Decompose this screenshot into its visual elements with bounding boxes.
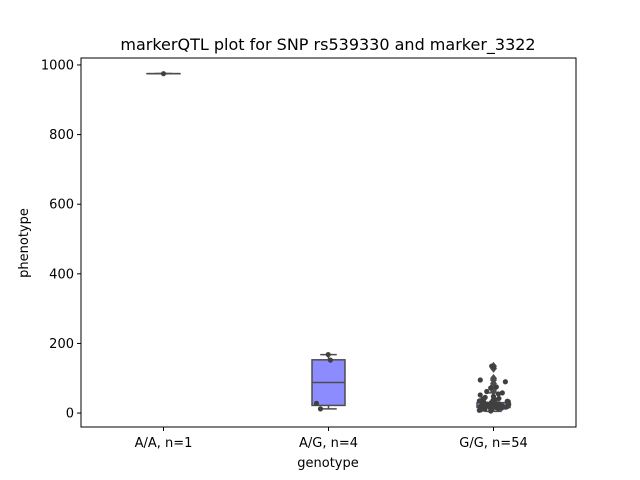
data-point bbox=[317, 406, 324, 412]
y-axis-label: phenotype bbox=[17, 208, 32, 278]
data-point bbox=[327, 357, 334, 363]
box-group bbox=[311, 351, 346, 412]
data-point bbox=[495, 391, 502, 397]
x-tick-label: A/A, n=1 bbox=[135, 436, 193, 451]
x-axis: A/A, n=1 A/G, n=4 G/G, n=54 bbox=[135, 427, 528, 451]
data-point bbox=[476, 407, 482, 413]
box-group bbox=[146, 71, 181, 77]
data-point bbox=[160, 71, 167, 77]
y-tick-label: 600 bbox=[49, 198, 74, 213]
data-point bbox=[484, 388, 490, 395]
y-tick-label: 800 bbox=[49, 128, 74, 143]
data-point bbox=[482, 406, 488, 412]
data-point bbox=[502, 404, 509, 410]
y-axis: 0 200 400 600 800 1000 bbox=[41, 58, 81, 422]
data-point bbox=[491, 364, 497, 370]
y-tick-label: 400 bbox=[49, 267, 74, 282]
data-point bbox=[477, 377, 483, 383]
data-point bbox=[488, 408, 494, 414]
data-point bbox=[495, 405, 501, 412]
data-point bbox=[325, 351, 331, 358]
data-point bbox=[502, 379, 508, 385]
x-axis-label: genotype bbox=[297, 456, 358, 471]
y-tick-label: 1000 bbox=[41, 58, 74, 73]
box-group bbox=[476, 361, 512, 414]
data-point bbox=[477, 392, 483, 398]
chart-title: markerQTL plot for SNP rs539330 and mark… bbox=[120, 35, 535, 55]
y-tick-label: 200 bbox=[49, 337, 74, 352]
x-tick-label: A/G, n=4 bbox=[299, 436, 358, 451]
data-point bbox=[488, 385, 494, 391]
y-tick-label: 0 bbox=[66, 407, 74, 422]
data-point bbox=[313, 400, 320, 406]
x-tick-label: G/G, n=54 bbox=[459, 436, 527, 451]
plot-area bbox=[146, 71, 512, 414]
data-point bbox=[493, 384, 499, 390]
